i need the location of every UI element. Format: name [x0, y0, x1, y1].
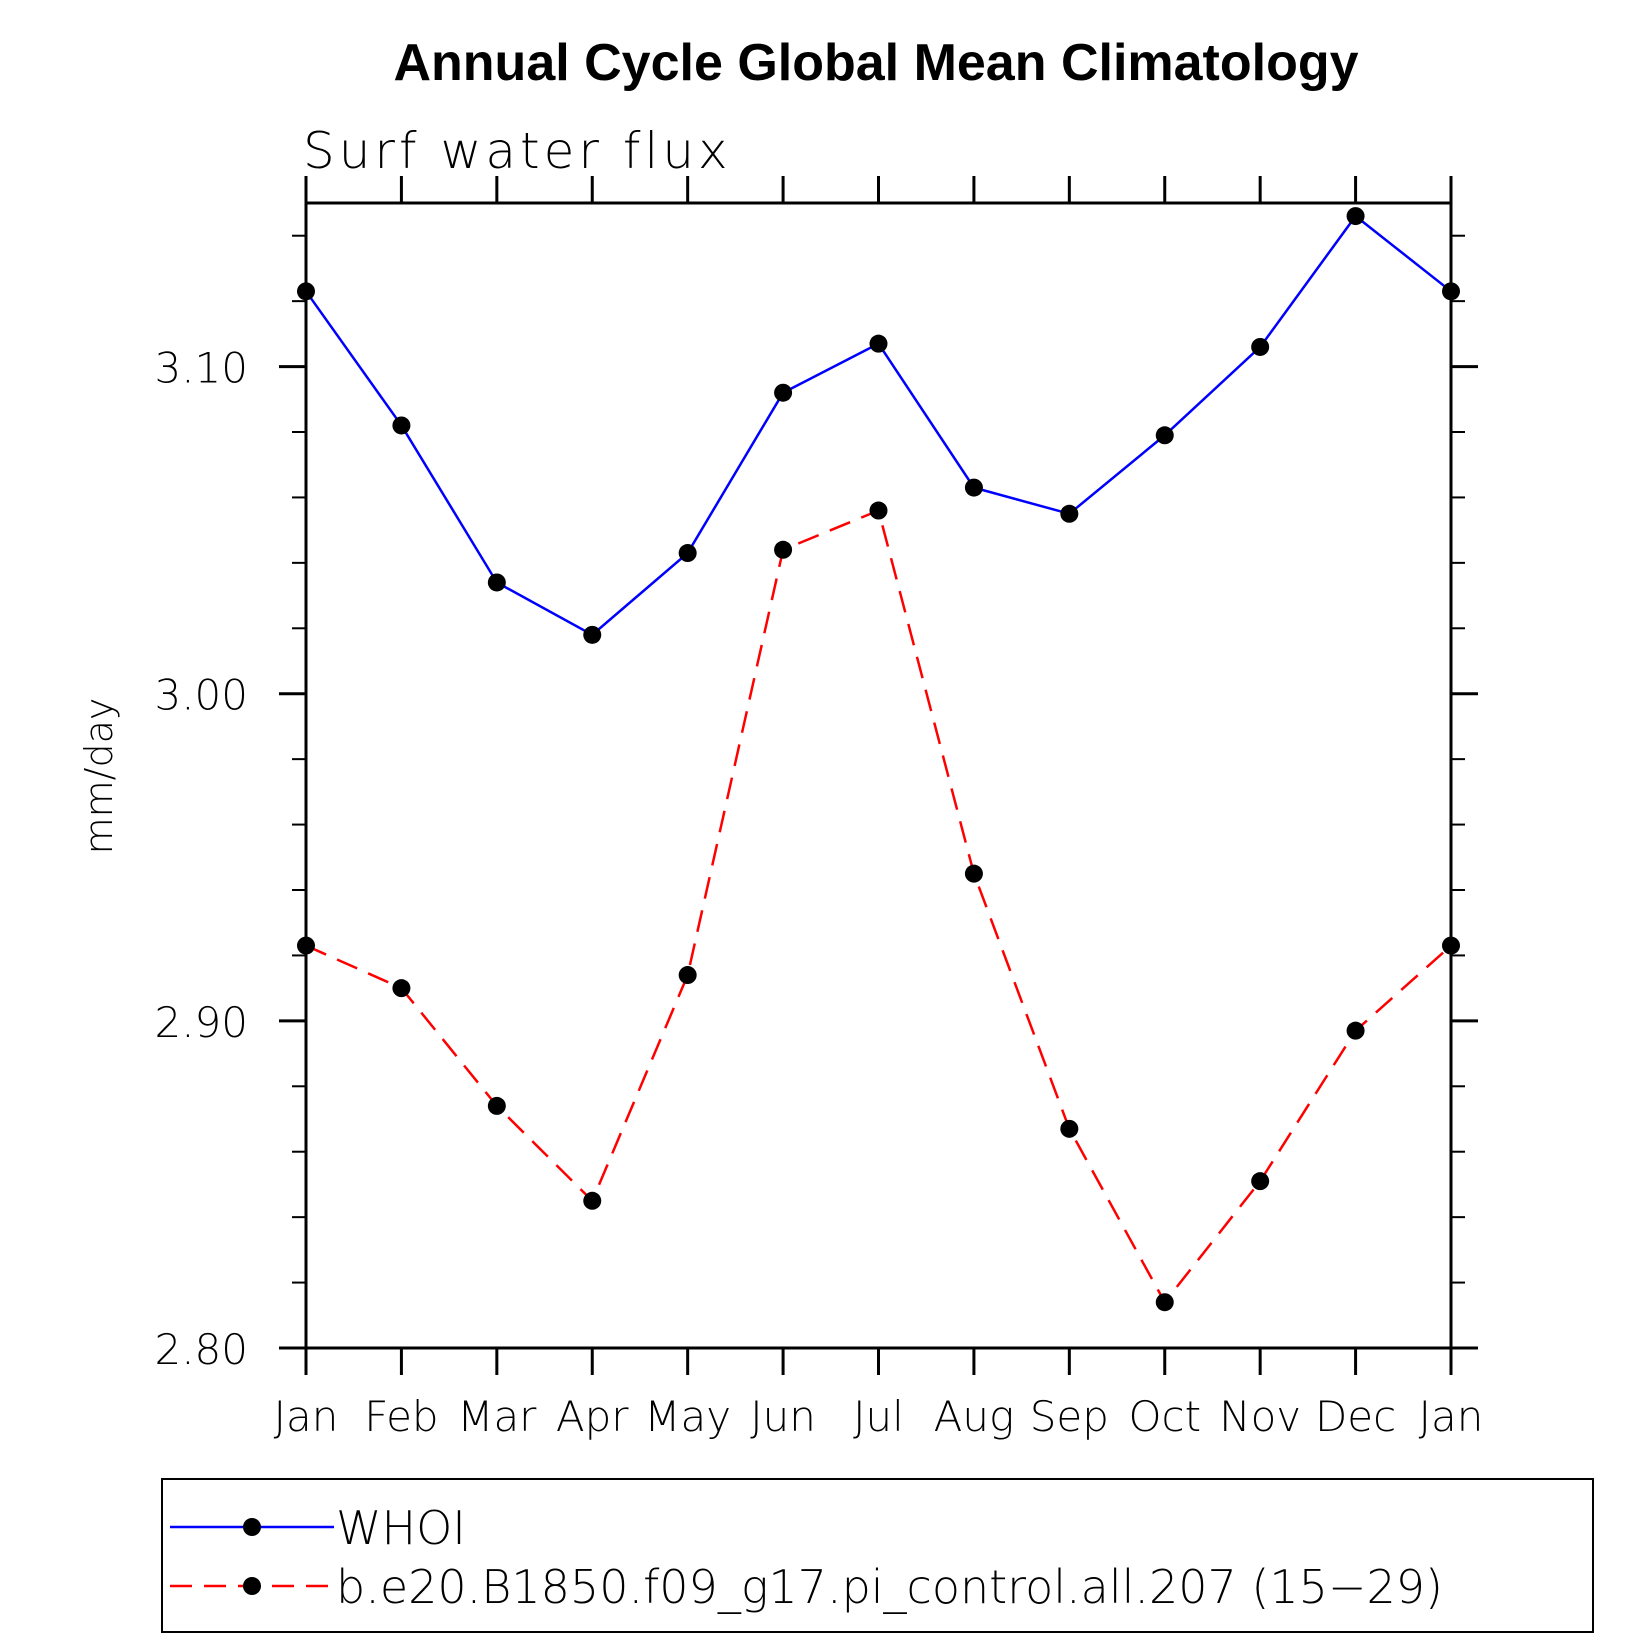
x-tick-label: Oct — [1128, 1392, 1201, 1441]
series-2-point — [774, 540, 793, 559]
x-tick-label: Jan — [1419, 1392, 1484, 1441]
legend-label-2: b.e20.B1850.f09_g17.pi_control.all.207 (… — [336, 1560, 1443, 1614]
legend-marker-2 — [243, 1577, 261, 1595]
series-2-point — [1155, 1293, 1174, 1312]
series-1-point — [1346, 207, 1365, 226]
x-tick-label: Jun — [750, 1392, 816, 1441]
legend-marker-1 — [243, 1518, 261, 1536]
series-1-point — [678, 544, 697, 563]
x-tick-label: Feb — [364, 1392, 438, 1441]
series-line-1 — [304, 214, 1452, 637]
series-1-point — [583, 625, 602, 644]
plot-frame — [304, 201, 1453, 1350]
series-line-2 — [305, 508, 1452, 1305]
y-tick-label: 3.00 — [154, 671, 248, 720]
series-2-point — [583, 1191, 602, 1210]
legend-box — [161, 1478, 1594, 1633]
series-2-point — [1346, 1021, 1365, 1040]
chart-title: Annual Cycle Global Mean Climatology — [393, 34, 1358, 92]
x-tick-label: Sep — [1030, 1392, 1109, 1441]
series-1-point — [774, 383, 793, 402]
series-2-point — [487, 1096, 506, 1115]
y-tick-label: 2.80 — [154, 1325, 248, 1374]
y-axis-label: mm/day — [77, 698, 121, 855]
legend: WHOIb.e20.B1850.f09_g17.pi_control.all.2… — [161, 1478, 1594, 1633]
series-2-point — [964, 864, 983, 883]
series-1-point — [487, 573, 506, 592]
x-tick-label: Jul — [853, 1392, 904, 1441]
series-2-point — [678, 966, 697, 985]
axis-ticks: Jan Feb Mar Apr May Jun Jul Aug Sep Oct Nov Dec Jan 2… — [154, 176, 1483, 1441]
series-1-point — [1251, 337, 1270, 356]
x-tick-label: Nov — [1219, 1392, 1301, 1441]
x-tick-label: Aug — [934, 1392, 1015, 1441]
series-1-point — [869, 334, 888, 353]
x-tick-label: Mar — [457, 1392, 537, 1441]
series-2-point — [1251, 1172, 1270, 1191]
series-1-point — [1060, 504, 1079, 523]
legend-label-1: WHOI — [336, 1501, 466, 1555]
y-tick-label: 3.10 — [154, 344, 248, 393]
series-layer — [297, 207, 1460, 1312]
series-2-point — [392, 979, 411, 998]
chart-subtitle: Surf water flux — [303, 122, 732, 180]
x-tick-label: May — [644, 1392, 731, 1441]
series-1-point — [964, 478, 983, 497]
x-tick-label: Apr — [556, 1392, 629, 1441]
series-2-point — [1060, 1119, 1079, 1138]
series-2-point — [869, 501, 888, 520]
x-tick-label: Dec — [1315, 1392, 1396, 1441]
series-1-point — [1155, 426, 1174, 445]
series-1-point — [392, 416, 411, 435]
y-tick-label: 2.90 — [154, 998, 248, 1047]
x-tick-label: Jan — [274, 1392, 339, 1441]
